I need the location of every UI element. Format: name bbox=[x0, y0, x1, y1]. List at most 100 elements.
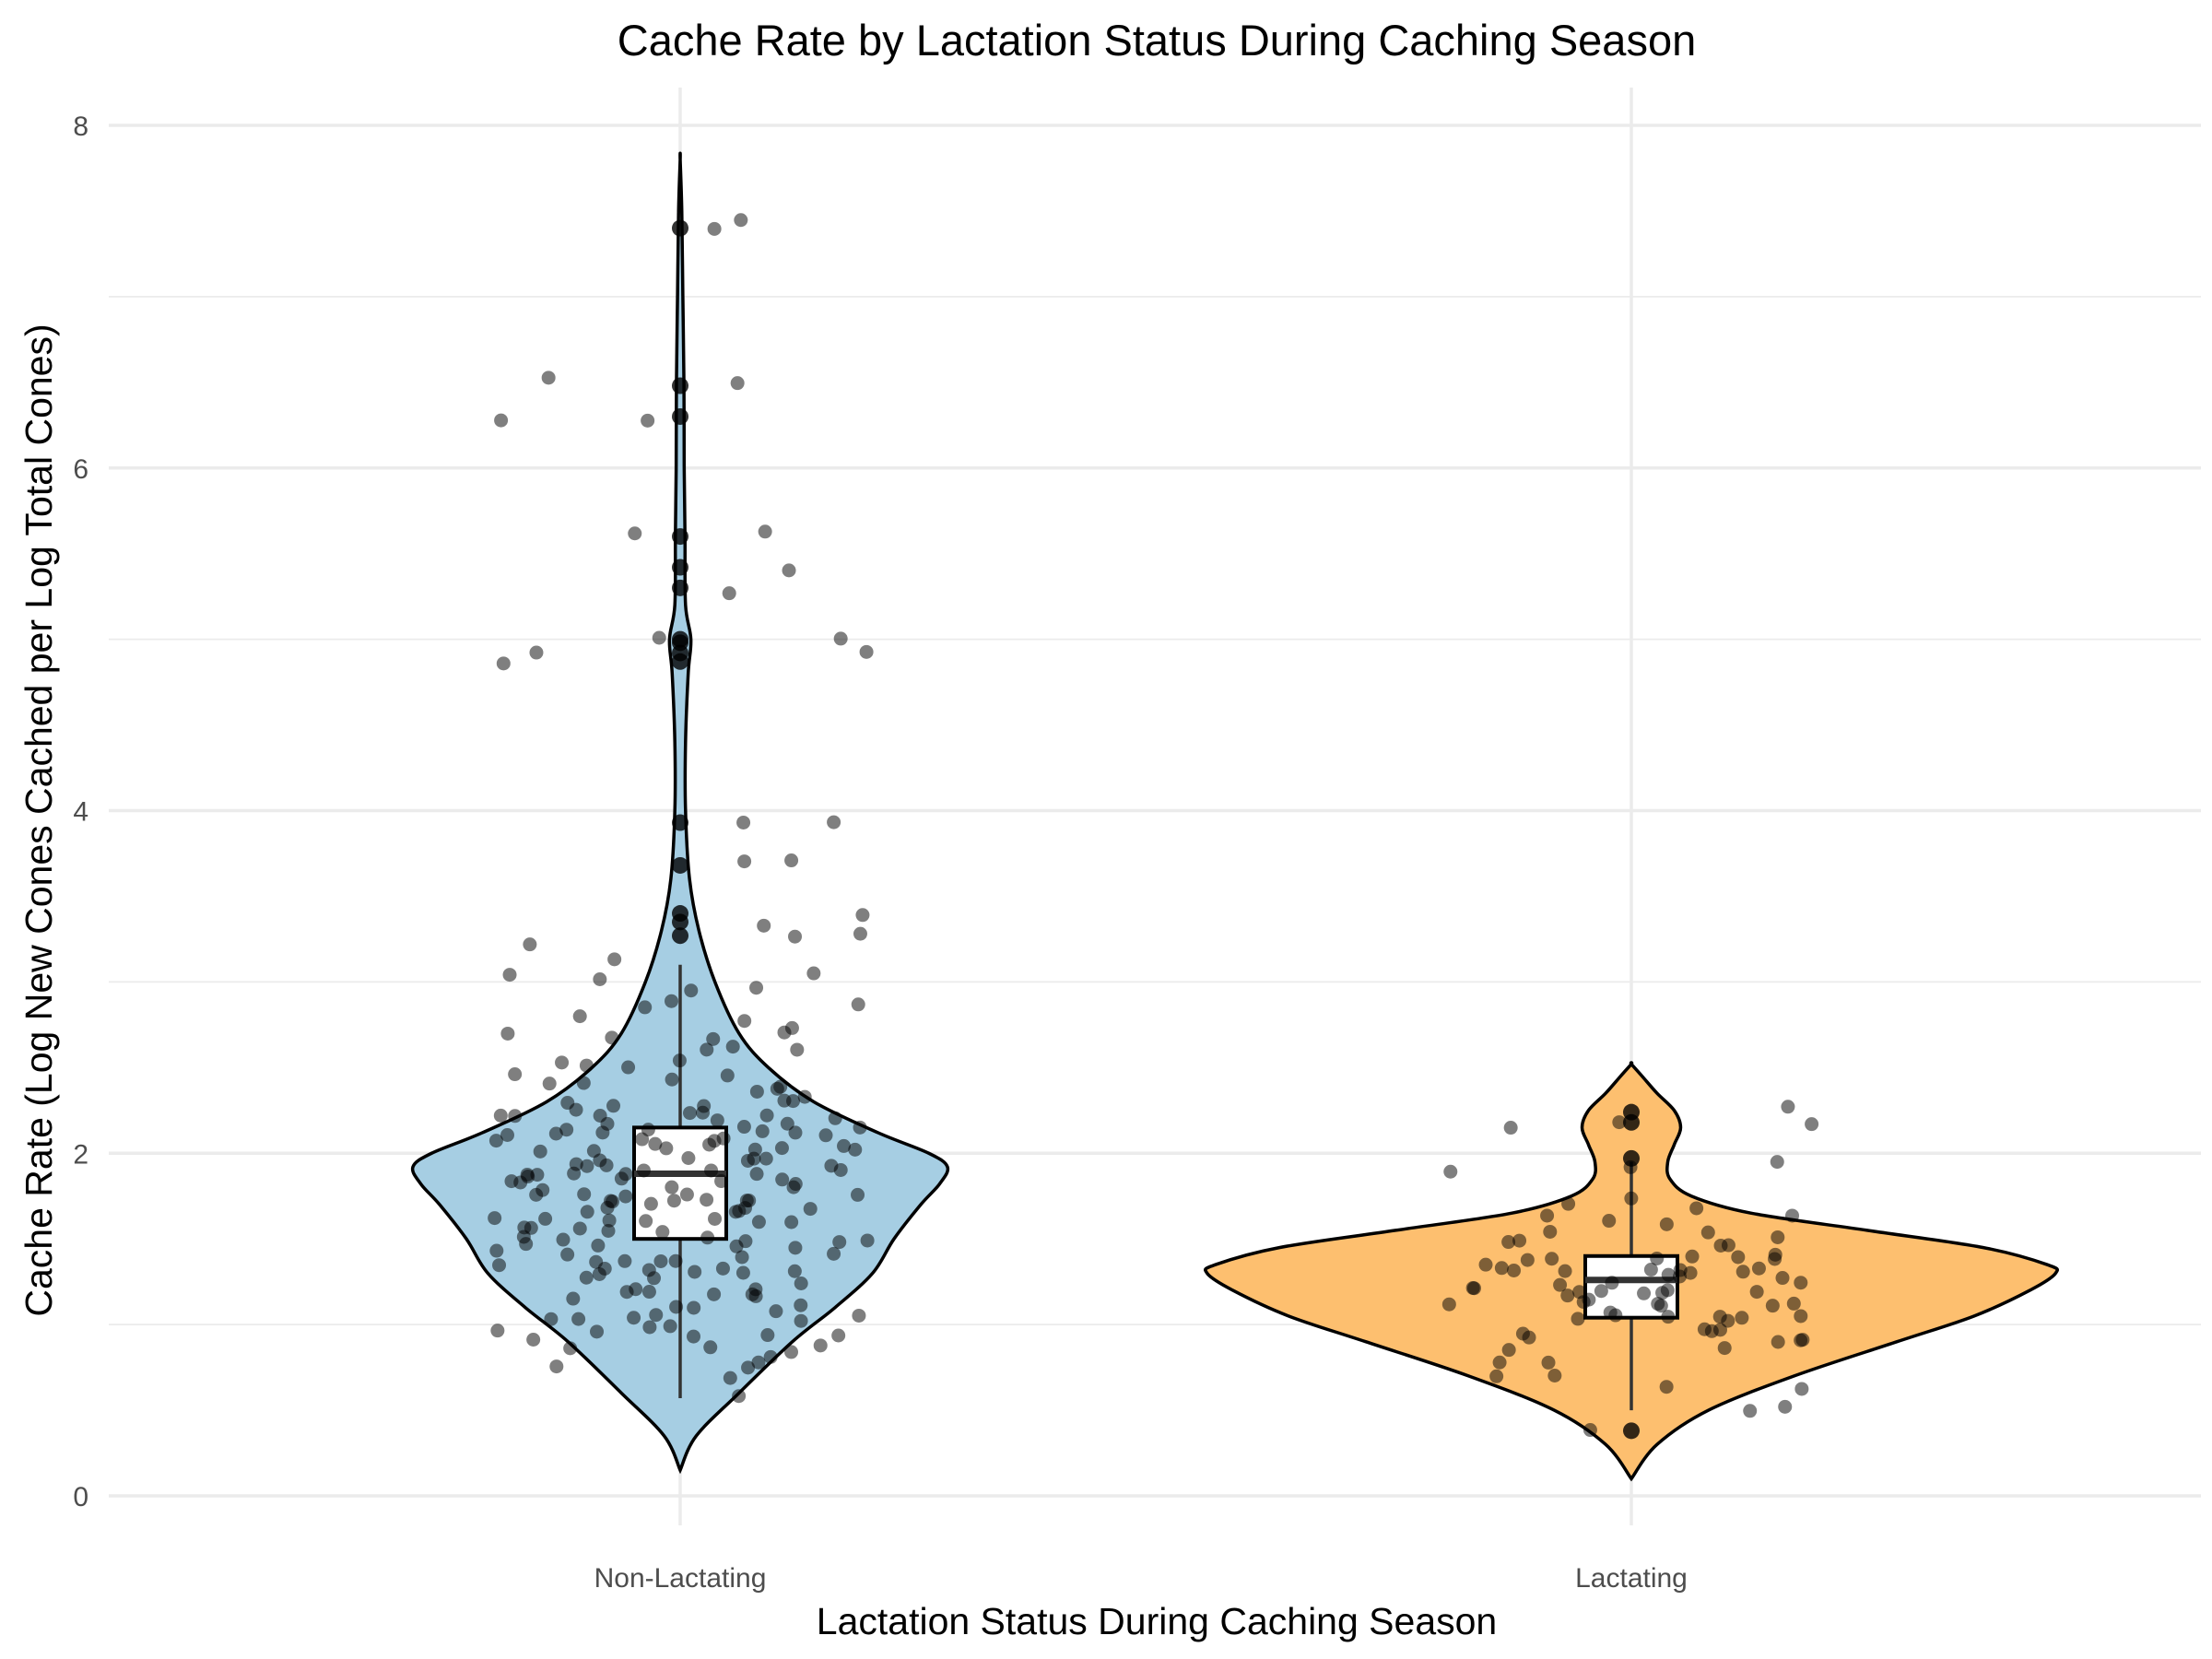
data-point bbox=[1561, 1197, 1575, 1211]
data-point bbox=[804, 1202, 818, 1216]
data-point bbox=[737, 1120, 751, 1134]
data-point bbox=[642, 1285, 656, 1299]
data-point bbox=[750, 1085, 764, 1099]
data-point bbox=[724, 1371, 737, 1385]
data-point bbox=[560, 1248, 574, 1262]
outlier-point bbox=[1623, 1150, 1640, 1167]
outlier-point bbox=[1623, 1104, 1640, 1121]
data-point bbox=[769, 1304, 782, 1318]
data-point bbox=[784, 1215, 798, 1229]
data-point bbox=[492, 1258, 506, 1272]
data-point bbox=[1507, 1264, 1521, 1277]
outlier-point bbox=[672, 220, 688, 237]
data-point bbox=[1684, 1266, 1698, 1280]
data-point bbox=[489, 1134, 503, 1147]
data-point bbox=[1512, 1234, 1526, 1248]
x-tick-label: Non-Lactating bbox=[594, 1563, 767, 1594]
data-point bbox=[777, 1094, 791, 1108]
data-point bbox=[851, 1188, 865, 1202]
data-point bbox=[714, 1174, 728, 1188]
data-point bbox=[775, 1172, 789, 1186]
data-point bbox=[489, 1244, 503, 1258]
data-point bbox=[824, 1159, 838, 1172]
data-point bbox=[756, 1124, 770, 1138]
data-point bbox=[788, 1125, 802, 1139]
data-point bbox=[1713, 1310, 1727, 1324]
data-point bbox=[748, 1282, 762, 1296]
data-point bbox=[1489, 1370, 1503, 1383]
data-point bbox=[1771, 1155, 1784, 1169]
data-point bbox=[1805, 1117, 1818, 1131]
data-point bbox=[590, 1324, 604, 1338]
data-point bbox=[852, 1309, 865, 1323]
data-point bbox=[748, 1143, 762, 1157]
y-tick-label: 6 bbox=[73, 454, 88, 485]
data-point bbox=[618, 1190, 632, 1204]
data-point bbox=[788, 930, 802, 944]
data-point bbox=[708, 1212, 722, 1226]
y-tick-label: 2 bbox=[73, 1139, 88, 1170]
data-point bbox=[703, 1340, 717, 1354]
data-point bbox=[827, 1247, 841, 1261]
data-point bbox=[750, 1167, 764, 1181]
data-point bbox=[513, 1175, 527, 1189]
y-tick-label: 4 bbox=[73, 797, 88, 828]
data-point bbox=[1743, 1404, 1757, 1418]
data-point bbox=[848, 1143, 862, 1157]
data-point bbox=[717, 1132, 731, 1146]
data-point bbox=[644, 1197, 658, 1211]
data-point bbox=[716, 1262, 730, 1276]
data-point bbox=[594, 1109, 607, 1123]
data-point bbox=[790, 1042, 804, 1056]
data-point bbox=[764, 1350, 778, 1364]
data-point bbox=[738, 1234, 752, 1248]
data-point bbox=[681, 1151, 695, 1165]
data-point bbox=[704, 1163, 718, 1177]
outlier-point bbox=[672, 905, 688, 922]
data-point bbox=[488, 1211, 501, 1225]
data-point bbox=[794, 1277, 808, 1290]
data-point bbox=[737, 854, 751, 868]
data-point bbox=[1660, 1380, 1674, 1394]
data-point bbox=[665, 994, 678, 1008]
data-point bbox=[494, 414, 508, 428]
data-point bbox=[642, 1263, 656, 1277]
data-point bbox=[587, 1144, 601, 1158]
data-point bbox=[1502, 1343, 1516, 1357]
data-point bbox=[664, 1319, 677, 1333]
data-point bbox=[534, 1145, 547, 1159]
data-point bbox=[606, 1099, 620, 1112]
data-point bbox=[852, 997, 865, 1011]
data-point bbox=[628, 526, 641, 540]
data-point bbox=[771, 1082, 784, 1096]
data-point bbox=[1701, 1226, 1715, 1240]
data-point bbox=[648, 1137, 662, 1151]
data-point bbox=[1771, 1335, 1785, 1349]
data-point bbox=[1559, 1265, 1572, 1278]
data-point bbox=[706, 1032, 720, 1046]
data-point bbox=[557, 1233, 571, 1247]
data-point bbox=[721, 1068, 735, 1082]
data-point bbox=[577, 1077, 591, 1090]
data-point bbox=[782, 563, 796, 577]
data-point bbox=[1583, 1423, 1597, 1437]
data-point bbox=[784, 853, 798, 867]
data-point bbox=[759, 1152, 773, 1166]
data-point bbox=[723, 586, 736, 600]
data-point bbox=[700, 1193, 713, 1206]
data-point bbox=[860, 645, 874, 659]
data-point bbox=[741, 1154, 755, 1168]
data-point bbox=[1493, 1356, 1507, 1370]
data-point bbox=[831, 1329, 845, 1343]
data-point bbox=[1442, 1298, 1456, 1312]
data-point bbox=[593, 972, 606, 986]
y-axis-title: Cache Rate (Log New Cones Cached per Log… bbox=[18, 324, 60, 1316]
data-point bbox=[814, 1338, 828, 1352]
outlier-point bbox=[1623, 1422, 1640, 1439]
data-point bbox=[655, 1225, 669, 1239]
data-point bbox=[1542, 1356, 1556, 1370]
outlier-point bbox=[672, 857, 688, 874]
data-point bbox=[687, 1330, 700, 1344]
data-point bbox=[855, 908, 869, 922]
